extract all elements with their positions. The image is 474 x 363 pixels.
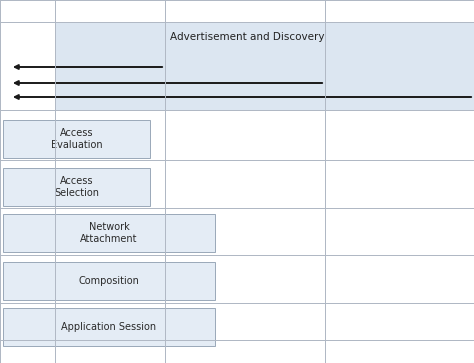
Text: Access
Selection: Access Selection	[54, 176, 99, 198]
Text: Access
Evaluation: Access Evaluation	[51, 128, 102, 150]
Bar	[3, 308, 215, 346]
Text: Network
Attachment: Network Attachment	[80, 222, 138, 244]
Text: Composition: Composition	[79, 276, 139, 286]
Text: Advertisement and Discovery: Advertisement and Discovery	[170, 32, 325, 42]
Bar	[3, 120, 150, 158]
Bar	[55, 22, 474, 110]
Bar	[3, 262, 215, 300]
Bar	[3, 214, 215, 252]
Bar	[3, 168, 150, 206]
Text: Application Session: Application Session	[62, 322, 156, 332]
